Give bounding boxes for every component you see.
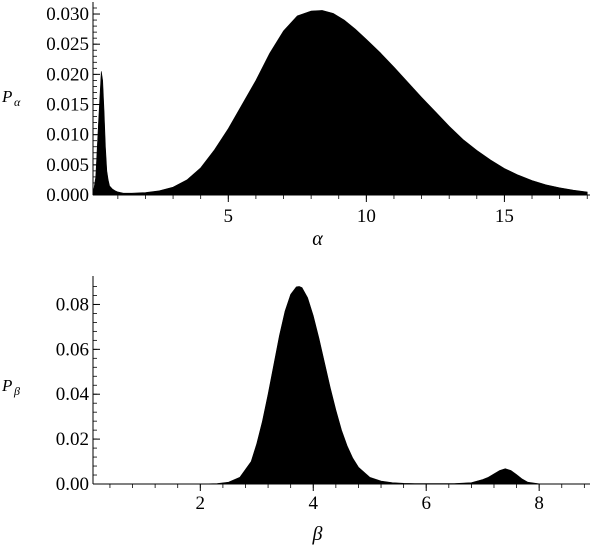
density-area [92, 10, 588, 196]
y-tick-label: 0.030 [46, 4, 89, 25]
x-tick-label: 8 [534, 493, 544, 514]
y-tick-label: 0.00 [56, 474, 89, 495]
y-tick-label: 0.025 [46, 34, 89, 55]
x-tick-label: 5 [224, 206, 234, 227]
bottom-panel-beta-distribution: 0.000.020.040.060.082 4 6 8βP β [1, 276, 590, 545]
top-panel-alpha-distribution: 0.000 0.005 0.010 0.015 0.020 0.025 0.030 5 10 15… [1, 2, 590, 250]
y-tick-label: 0.010 [46, 125, 89, 146]
y-axis-title-subscript: α [14, 95, 21, 109]
y-tick-label: 0.000 [46, 185, 89, 206]
x-tick-label: 4 [309, 493, 319, 514]
x-axis-title: α [312, 228, 323, 250]
y-axis-title: P [1, 87, 12, 106]
y-tick-label: 0.02 [56, 429, 89, 450]
y-tick-label: 0.015 [46, 95, 89, 116]
y-axis-title-subscript: β [13, 384, 20, 398]
y-tick-label: 0.08 [56, 294, 89, 315]
y-tick-label: 0.005 [46, 155, 89, 176]
x-tick-label: 6 [421, 493, 431, 514]
y-tick-label: 0.06 [56, 339, 89, 360]
x-tick-label: 15 [495, 206, 514, 227]
y-tick-label: 0.04 [56, 384, 90, 405]
density-area [93, 286, 590, 485]
x-tick-label: 10 [357, 206, 376, 227]
x-tick-label: 2 [196, 493, 206, 514]
y-axis-title: P [1, 376, 12, 395]
y-tick-label: 0.020 [46, 64, 89, 85]
x-axis-title: β [312, 523, 323, 545]
